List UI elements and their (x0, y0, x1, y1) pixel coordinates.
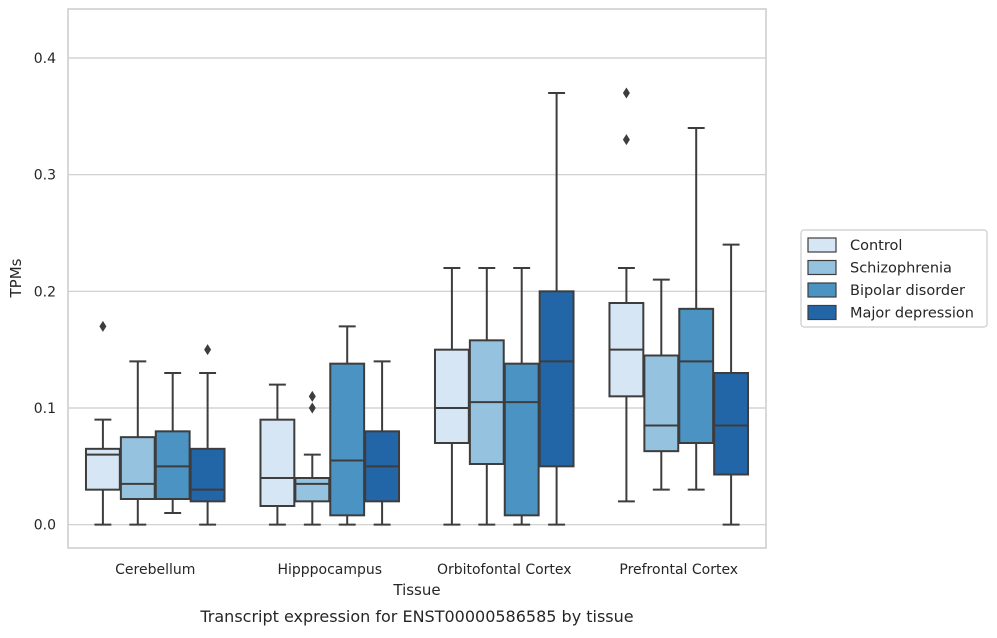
y-axis-label: TPMs (7, 258, 25, 298)
box-plot (364, 360, 401, 526)
y-tick-label: 0.2 (34, 284, 56, 300)
box-plot (259, 383, 296, 526)
outlier-point (204, 344, 212, 356)
y-tick-labels: 0.0 0.1 0.2 0.3 0.4 (34, 51, 56, 534)
x-tick-label: Prefrontal Cortex (619, 562, 738, 578)
outlier-point (308, 402, 316, 414)
box-iqr (678, 307, 715, 445)
plot-frame (67, 8, 767, 549)
box-plot (503, 267, 540, 526)
box-plot (608, 87, 645, 503)
box-iqr (329, 362, 366, 517)
outlier-point (308, 390, 316, 402)
x-tick-labels: Cerebellum Hipppocampus Orbitofontal Corte… (115, 562, 738, 578)
box-iqr (294, 477, 331, 503)
box-iqr (713, 372, 750, 476)
box-plot (154, 372, 191, 514)
legend-label: Major depression (850, 306, 974, 322)
x-axis-label: Tissue (392, 581, 440, 599)
legend: Control Schizophrenia Bipolar disorder Majo… (800, 229, 988, 328)
legend-label: Control (850, 238, 902, 254)
box-iqr (189, 447, 226, 503)
y-tick-label: 0.3 (34, 168, 56, 184)
legend-swatch (807, 304, 837, 321)
box-plot-marks (84, 87, 750, 526)
outlier-point (622, 87, 630, 99)
y-tick-label: 0.4 (34, 51, 56, 67)
y-tick-label: 0.1 (34, 401, 56, 417)
box-iqr (119, 436, 156, 500)
box-plot (329, 325, 366, 526)
legend-swatch (807, 237, 837, 253)
box-iqr (503, 362, 540, 517)
y-tick-label: 0.0 (34, 518, 56, 534)
chart-title: Transcript expression for ENST0000058658… (199, 607, 633, 626)
box-iqr (259, 418, 296, 507)
outlier-point (622, 134, 630, 146)
x-tick-label: Cerebellum (115, 562, 195, 578)
box-plot (84, 320, 121, 526)
x-tick-label: Orbitofontal Cortex (437, 562, 572, 578)
box-plot (643, 278, 680, 491)
legend-swatch (807, 282, 837, 298)
legend-label: Schizophrenia (850, 261, 952, 277)
box-plot (678, 127, 715, 491)
box-plot (119, 360, 156, 526)
box-iqr (154, 430, 191, 501)
legend-box (800, 229, 988, 328)
box-plot (468, 267, 505, 526)
legend-swatch (807, 259, 837, 276)
x-tick-label: Hipppocampus (277, 562, 382, 578)
box-iqr (433, 348, 470, 444)
box-iqr (643, 354, 680, 453)
outlier-point (99, 320, 107, 332)
box-plot (538, 92, 575, 526)
box-plot (294, 390, 331, 526)
box-iqr (538, 290, 575, 468)
box-plot (713, 243, 750, 526)
box-plot (433, 267, 470, 526)
legend-label: Bipolar disorder (850, 283, 965, 299)
box-plot (189, 344, 226, 526)
